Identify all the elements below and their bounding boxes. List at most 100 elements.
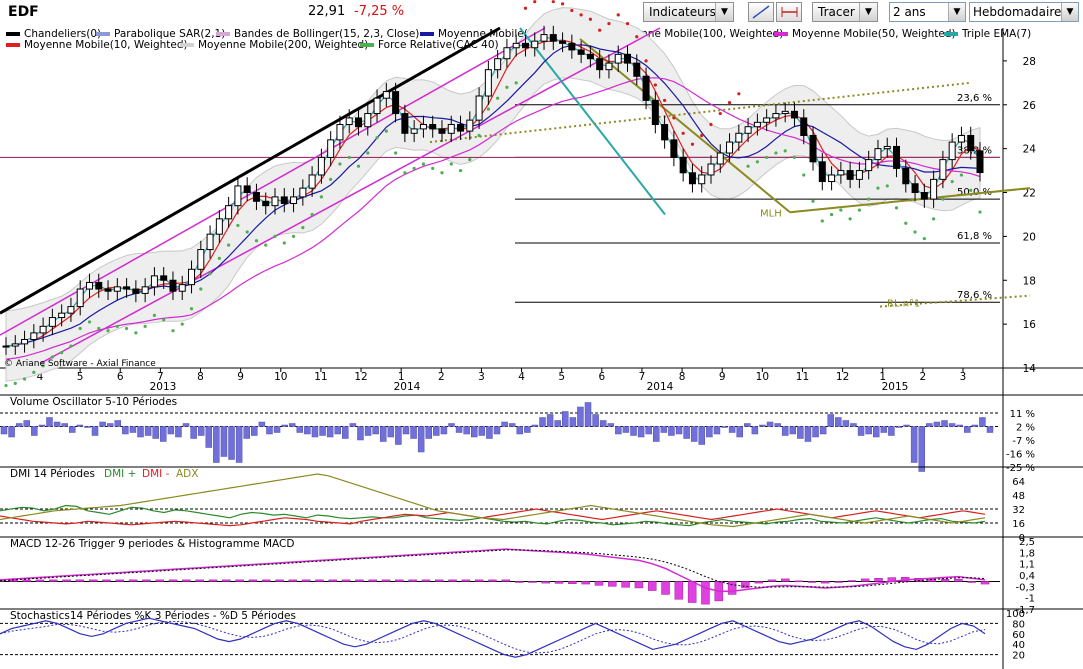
macd-histogram-bar [687, 581, 697, 603]
macd-histogram-bar [581, 581, 590, 585]
y-tick-label: 20 [1023, 231, 1036, 243]
candle-body [429, 124, 437, 130]
volume-bar [311, 426, 319, 438]
candle-body [753, 121, 761, 128]
volume-tick-label: -25 % [1006, 463, 1035, 474]
x-tick-label: 3 [478, 371, 485, 383]
sar-dot [171, 329, 175, 333]
sar-dot [338, 162, 342, 166]
volume-bar [842, 420, 850, 427]
candle-body [679, 156, 687, 174]
macd-histogram-bar [541, 581, 550, 584]
line-draw-button[interactable] [748, 2, 774, 22]
candle-body [763, 117, 771, 123]
indicators-button[interactable]: Indicateurs ▼ [643, 2, 734, 22]
sar-dot [505, 85, 509, 89]
sar-dot [115, 324, 119, 328]
candle-body [95, 281, 103, 290]
candle-body [846, 170, 854, 180]
candle-body [76, 288, 84, 308]
dmi-tick-label: 0 [1019, 533, 1025, 544]
volume-bar [728, 426, 736, 433]
volume-bar [577, 406, 584, 427]
candle-body [290, 196, 298, 204]
period-value: 2 ans [893, 5, 926, 19]
fibonacci-label: 78,6 % [957, 290, 992, 301]
candle-body [874, 148, 882, 161]
y-tick-label: 18 [1023, 275, 1036, 287]
horizontal-line-button[interactable] [776, 2, 802, 22]
volume-bar [417, 426, 425, 453]
volume-bar [971, 424, 979, 427]
volume-bar [15, 423, 23, 427]
sar-dot [60, 351, 64, 355]
sar-dot [273, 234, 277, 238]
volume-bar [698, 426, 706, 445]
legend-item: Moyenne Mobile(50, Weighted) [774, 28, 956, 40]
dmi-series-line [0, 473, 986, 528]
sar-dot [570, 8, 574, 13]
y-tick-label: 16 [1023, 319, 1037, 331]
macd-histogram-bar [767, 579, 777, 582]
macd-histogram-bar [621, 581, 630, 588]
trace-button[interactable]: Tracer ▼ [812, 2, 878, 22]
volume-bar [425, 426, 432, 439]
volume-bar [266, 426, 273, 435]
chevron-down-icon: ▼ [859, 3, 877, 21]
trendline-rl [879, 294, 1031, 308]
candle-body [21, 338, 29, 345]
candle-body [484, 69, 492, 97]
candle-body [345, 117, 353, 126]
dmi-series-line [0, 504, 986, 527]
volume-bar [835, 417, 842, 427]
candle-body [790, 110, 798, 119]
sar-dot [737, 92, 741, 96]
macd-tick-label: 2,5 [1019, 537, 1035, 548]
macd-histogram-bar [821, 581, 830, 584]
candle-body [225, 205, 233, 220]
volume-bar [410, 426, 417, 439]
volume-bar [0, 426, 8, 435]
trendline-black [0, 26, 501, 315]
candle-body [11, 343, 19, 347]
sar-dot [922, 236, 926, 241]
sar-dot [625, 22, 630, 26]
dmi-title: DMI 14 Périodes [10, 468, 95, 480]
sar-dot [329, 177, 333, 181]
candle-body [58, 312, 66, 319]
candle-body [457, 124, 465, 132]
macd-line [0, 548, 986, 592]
x-tick-label: 7 [157, 371, 164, 383]
sar-dot [690, 142, 695, 146]
candle-body [271, 196, 279, 207]
sar-dot [876, 186, 880, 190]
period-select[interactable]: 2 ans ▼ [889, 2, 966, 22]
sar-dot [579, 13, 583, 17]
horizontal-line-icon [781, 7, 798, 17]
volume-bar [106, 423, 114, 427]
toolbar: EDF 22,91 -7,25 % Indicateurs ▼ Tracer ▼… [0, 0, 1083, 26]
macd-histogram-bar [102, 579, 111, 582]
candle-body [939, 159, 947, 180]
macd-histogram-bar [967, 581, 976, 583]
macd-histogram-bar [474, 579, 484, 582]
volume-bar [433, 426, 440, 436]
stochastics-tick-label: 80 [1012, 619, 1025, 630]
candle-body [559, 40, 567, 44]
volume-bar [592, 414, 599, 427]
macd-histogram-bar [88, 579, 98, 582]
chevron-down-icon: ▼ [1061, 3, 1078, 21]
trendline-olive [579, 38, 791, 214]
volume-bar [69, 426, 76, 433]
candle-body [781, 110, 789, 115]
candle-body [141, 286, 149, 294]
frequency-select[interactable]: Hebdomadaire ▼ [969, 2, 1079, 22]
sar-dot [4, 383, 8, 388]
sar-dot [254, 239, 259, 243]
volume-bar [379, 426, 387, 442]
sar-dot [22, 377, 27, 381]
volume-bar [448, 423, 455, 427]
macd-histogram-bar [754, 581, 763, 584]
volume-bar [956, 424, 963, 427]
